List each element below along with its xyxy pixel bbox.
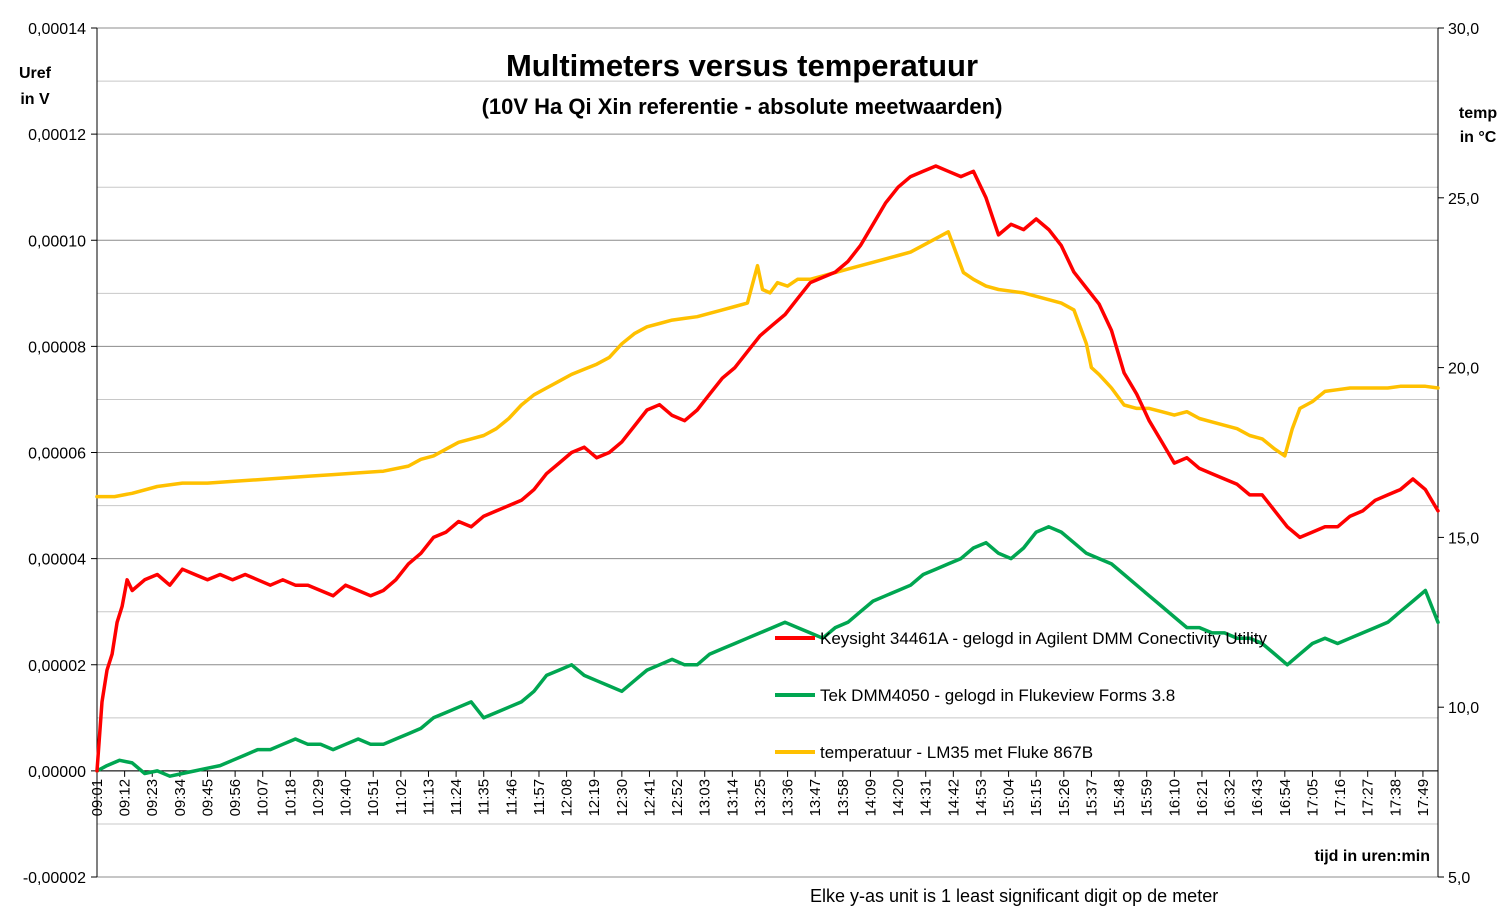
series-line-1 (95, 525, 1440, 778)
x-tick-label: 11:57 (531, 779, 548, 815)
left-tick-label: 0,00000 (28, 764, 86, 781)
right-tick-label: 30,0 (1448, 21, 1479, 38)
x-tick-label: 17:49 (1415, 779, 1432, 817)
legend: Keysight 34461A - gelogd in Agilent DMM … (775, 629, 1267, 762)
left-tick-label: 0,00010 (28, 233, 86, 250)
x-tick-label: 17:16 (1332, 779, 1349, 817)
x-tick-label: 14:09 (862, 779, 879, 817)
x-axis-ticks: 09:01 09:12 09:23 09:34 09:45 09:56 10:07 10:18… (89, 770, 1432, 817)
right-axis-ticks: 5,0 10,0 15,0 20,0 25,0 30,0 (1438, 21, 1479, 887)
x-tick-label: 12:52 (669, 779, 686, 817)
x-tick-label: 09:56 (227, 779, 244, 817)
right-tick-label: 5,0 (1448, 870, 1470, 887)
x-tick-label: 15:59 (1139, 779, 1156, 817)
x-tick-label: 11:35 (476, 779, 493, 815)
x-axis-label: tijd in uren:min (1314, 848, 1430, 865)
x-tick-label: 09:23 (144, 779, 161, 817)
x-tick-label: 12:41 (641, 779, 658, 817)
x-tick-label: 14:53 (973, 779, 990, 817)
legend-label-tek: Tek DMM4050 - gelogd in Flukeview Forms … (820, 686, 1175, 705)
left-tick-label: 0,00002 (28, 658, 86, 675)
x-tick-label: 13:14 (724, 779, 741, 817)
left-tick-label: -0,00002 (23, 870, 86, 887)
left-tick-label: 0,00008 (28, 339, 86, 356)
x-tick-label: 09:01 (89, 779, 106, 817)
right-tick-label: 25,0 (1448, 191, 1479, 208)
x-tick-label: 14:42 (945, 779, 962, 817)
series-lines (95, 164, 1440, 778)
legend-label-keysight: Keysight 34461A - gelogd in Agilent DMM … (820, 629, 1267, 648)
x-tick-label: 13:25 (752, 779, 769, 817)
x-tick-label: 13:58 (835, 779, 852, 817)
x-tick-label: 15:04 (1001, 779, 1018, 817)
x-tick-label: 11:24 (448, 779, 465, 815)
right-axis-label-line1: temp (1459, 105, 1497, 122)
x-tick-label: 14:31 (918, 779, 935, 817)
x-tick-label: 10:51 (365, 779, 382, 817)
x-tick-label: 11:13 (420, 779, 437, 815)
chart-title: Multimeters versus temperatuur (506, 48, 978, 83)
x-tick-label: 10:07 (255, 779, 272, 817)
right-tick-label: 15,0 (1448, 530, 1479, 547)
x-tick-label: 16:10 (1166, 779, 1183, 817)
left-tick-label: 0,00014 (28, 21, 86, 38)
left-axis-label-line1: Uref (19, 65, 52, 82)
x-tick-label: 12:08 (559, 779, 576, 817)
x-tick-label: 12:19 (586, 779, 603, 817)
x-tick-label: 09:45 (199, 779, 216, 817)
x-tick-label: 17:05 (1304, 779, 1321, 817)
x-tick-label: 15:37 (1083, 779, 1100, 817)
x-tick-label: 14:20 (890, 779, 907, 817)
left-tick-label: 0,00004 (28, 552, 86, 569)
x-tick-label: 16:21 (1194, 779, 1211, 817)
left-tick-label: 0,00012 (28, 127, 86, 144)
x-tick-label: 10:40 (338, 779, 355, 817)
x-tick-label: 11:02 (393, 779, 410, 815)
x-tick-label: 13:03 (697, 779, 714, 817)
series-line-2 (95, 230, 1440, 499)
left-axis-ticks: -0,00002 0,00000 0,00002 0,00004 0,00006 0,00… (23, 21, 97, 887)
x-tick-label: 10:29 (310, 779, 327, 817)
x-tick-label: 15:26 (1056, 779, 1073, 817)
x-tick-label: 16:32 (1222, 779, 1239, 817)
chart-subtitle: (10V Ha Qi Xin referentie - absolute mee… (482, 94, 1003, 119)
x-tick-label: 17:38 (1387, 779, 1404, 817)
left-tick-label: 0,00006 (28, 446, 86, 463)
footnote: Elke y-as unit is 1 least significant di… (810, 886, 1218, 906)
right-tick-label: 10,0 (1448, 700, 1479, 717)
x-tick-label: 16:43 (1249, 779, 1266, 817)
series-line-0 (95, 164, 1440, 773)
right-axis-label-line2: in °C (1460, 129, 1497, 146)
legend-label-temperature: temperatuur - LM35 met Fluke 867B (820, 743, 1093, 762)
x-tick-label: 11:46 (503, 779, 520, 815)
x-tick-label: 17:27 (1360, 779, 1377, 817)
right-tick-label: 20,0 (1448, 361, 1479, 378)
x-tick-label: 10:18 (282, 779, 299, 817)
x-tick-label: 09:12 (117, 779, 134, 817)
left-axis-label-line2: in V (20, 91, 50, 108)
x-tick-label: 12:30 (614, 779, 631, 817)
x-tick-label: 15:15 (1028, 779, 1045, 817)
x-tick-label: 09:34 (172, 779, 189, 817)
x-tick-label: 13:36 (780, 779, 797, 817)
x-tick-label: 16:54 (1277, 779, 1294, 817)
x-tick-label: 13:47 (807, 779, 824, 817)
x-tick-label: 15:48 (1111, 779, 1128, 817)
